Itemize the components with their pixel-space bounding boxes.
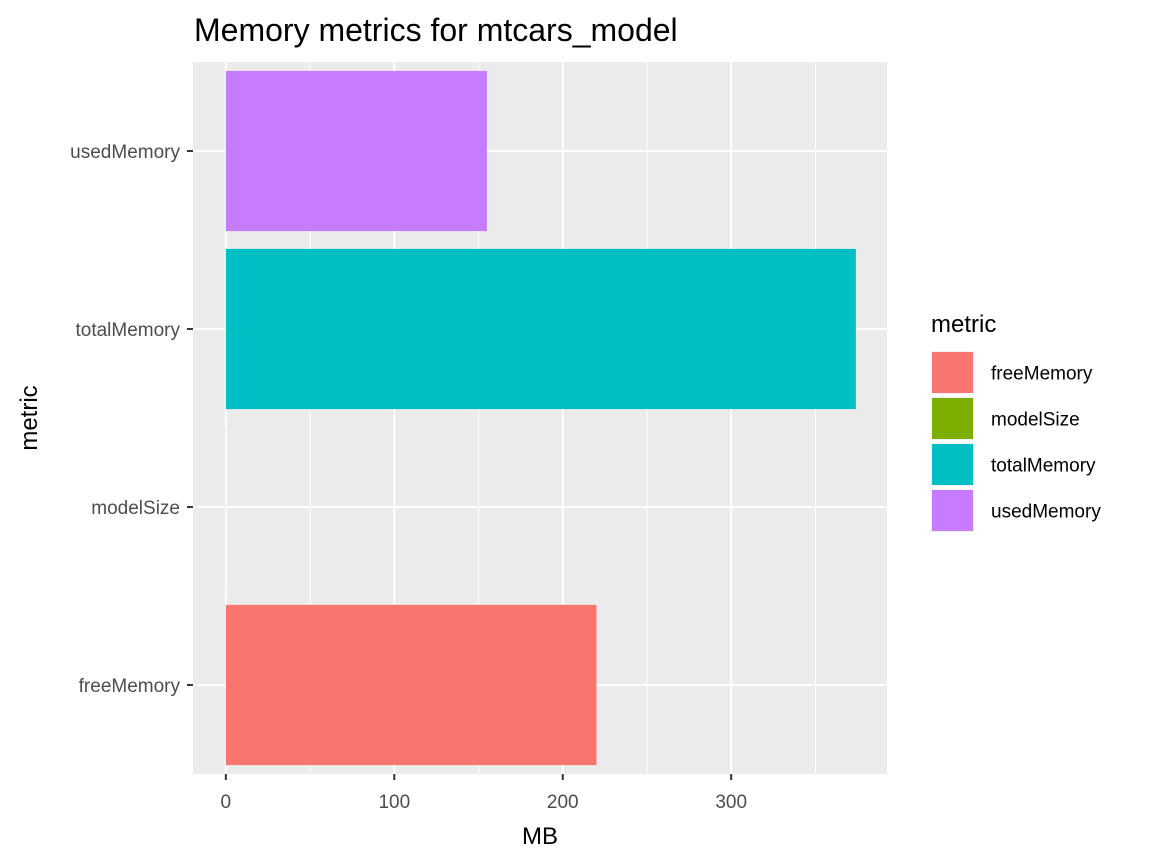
x-axis-title: MB [522, 823, 558, 850]
x-tick-label: 100 [378, 792, 410, 813]
legend-key-usedMemory [932, 490, 973, 531]
legend-title: metric [931, 311, 996, 338]
x-tick-label: 300 [715, 792, 747, 813]
bar-usedMemory [225, 70, 487, 232]
x-tick-label: 200 [547, 792, 579, 813]
y-tick-label: usedMemory [70, 142, 180, 163]
bars [225, 70, 856, 766]
legend-label-modelSize: modelSize [991, 410, 1080, 431]
legend-label-totalMemory: totalMemory [991, 456, 1096, 477]
bar-freeMemory [225, 604, 597, 766]
chart-title: Memory metrics for mtcars_model [194, 12, 678, 48]
legend-label-usedMemory: usedMemory [991, 502, 1101, 523]
legend-key-totalMemory [932, 444, 973, 485]
legend: metric freeMemory modelSize totalMemory use… [931, 311, 1101, 532]
y-axis: freeMemory modelSize totalMemory usedMemory [70, 142, 193, 697]
x-axis: 0 100 200 300 [221, 774, 747, 813]
legend-key-modelSize [932, 398, 973, 439]
bar-totalMemory [225, 248, 856, 410]
x-tick-label: 0 [221, 792, 232, 813]
y-tick-label: freeMemory [79, 676, 181, 697]
legend-key-freeMemory [932, 352, 973, 393]
y-tick-label: totalMemory [75, 320, 180, 341]
y-axis-title: metric [16, 385, 43, 450]
legend-label-freeMemory: freeMemory [991, 364, 1093, 385]
y-tick-label: modelSize [91, 498, 180, 519]
